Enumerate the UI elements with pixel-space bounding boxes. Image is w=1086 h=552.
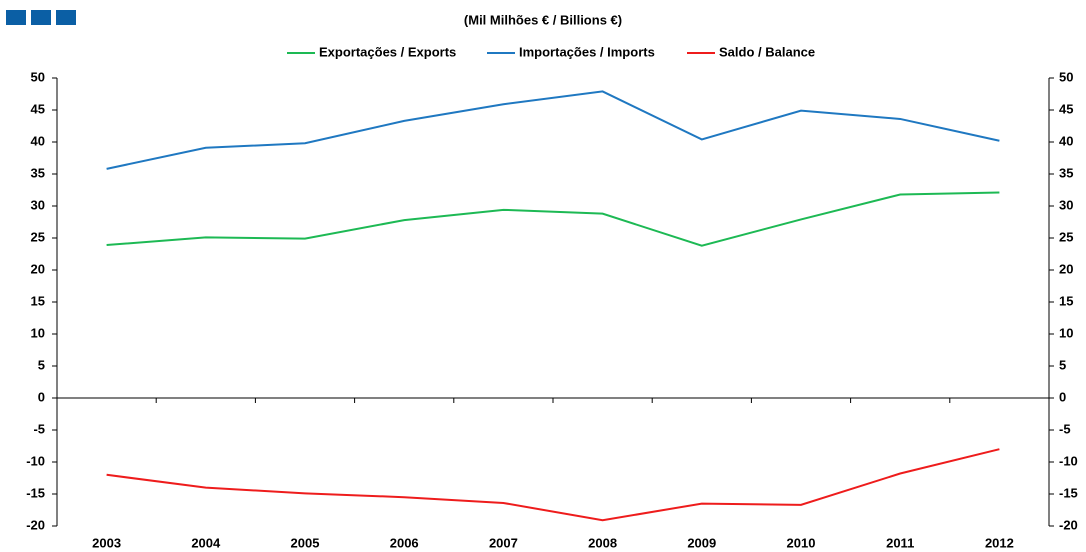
y-tick-label: -5 [33, 421, 45, 436]
x-tick-label: 2012 [985, 535, 1014, 550]
y-tick-label: -10 [26, 453, 45, 468]
y2-tick-label: -5 [1059, 421, 1071, 436]
y-tick-label: 35 [31, 165, 45, 180]
y2-tick-label: 5 [1059, 357, 1066, 372]
legend-label: Importações / Imports [519, 44, 655, 59]
y2-tick-label: 25 [1059, 229, 1073, 244]
y2-tick-label: 20 [1059, 261, 1073, 276]
series-line [106, 191, 1000, 247]
x-tick-label: 2010 [787, 535, 816, 550]
x-tick-label: 2009 [687, 535, 716, 550]
y-tick-label: -20 [26, 517, 45, 532]
y-tick-label: 30 [31, 197, 45, 212]
y-tick-label: 5 [38, 357, 45, 372]
chart-subtitle: (Mil Milhões € / Billions €) [464, 12, 622, 27]
y2-tick-label: -15 [1059, 485, 1078, 500]
logo-block [31, 10, 51, 25]
y2-tick-label: 50 [1059, 69, 1073, 84]
series-line [106, 90, 1000, 170]
y-tick-label: 10 [31, 325, 45, 340]
x-tick-label: 2011 [886, 535, 914, 550]
series-line [106, 448, 1000, 522]
y-tick-label: -15 [26, 485, 45, 500]
y2-tick-label: -10 [1059, 453, 1078, 468]
legend-label: Saldo / Balance [719, 44, 815, 59]
y-tick-label: 45 [31, 101, 45, 116]
y2-tick-label: 40 [1059, 133, 1073, 148]
y-tick-label: 20 [31, 261, 45, 276]
y-tick-label: 15 [31, 293, 45, 308]
logo-block [56, 10, 76, 25]
y-tick-label: 0 [38, 389, 45, 404]
y-tick-label: 40 [31, 133, 45, 148]
x-tick-label: 2005 [291, 535, 320, 550]
logo-block [6, 10, 26, 25]
x-tick-label: 2003 [92, 535, 121, 550]
y2-tick-label: 15 [1059, 293, 1073, 308]
y-tick-label: 50 [31, 69, 45, 84]
y-tick-label: 25 [31, 229, 45, 244]
y2-tick-label: 45 [1059, 101, 1073, 116]
y2-tick-label: 35 [1059, 165, 1073, 180]
y2-tick-label: 30 [1059, 197, 1073, 212]
x-tick-label: 2004 [191, 535, 221, 550]
x-tick-label: 2007 [489, 535, 518, 550]
y2-tick-label: 0 [1059, 389, 1066, 404]
y2-tick-label: -20 [1059, 517, 1078, 532]
y2-tick-label: 10 [1059, 325, 1073, 340]
legend-label: Exportações / Exports [319, 44, 456, 59]
x-tick-label: 2008 [588, 535, 617, 550]
x-tick-label: 2006 [390, 535, 419, 550]
